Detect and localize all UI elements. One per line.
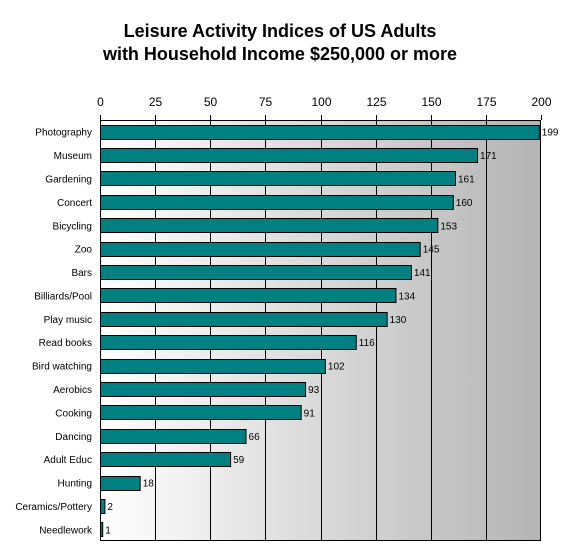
- category-label-cooking: Cooking: [55, 408, 92, 419]
- value-label-photography: 199: [542, 128, 559, 139]
- bar-aerobics: [100, 382, 307, 397]
- bar-zoo: [100, 242, 421, 257]
- value-label-bird-watching: 102: [328, 362, 345, 373]
- bar-dancing: [100, 429, 247, 444]
- category-label-concert: Concert: [57, 198, 92, 209]
- x-tick-label-175: 175: [476, 95, 496, 109]
- plot-area: [100, 120, 541, 541]
- chart-title-line-2: with Household Income $250,000 or more: [102, 44, 457, 64]
- value-label-adult-educ: 59: [233, 455, 245, 466]
- category-labels: Photography Museum Gardening Concert Bicycli…: [15, 128, 93, 537]
- category-label-gardening: Gardening: [45, 174, 92, 185]
- value-label-museum: 171: [480, 151, 497, 162]
- value-label-hunting: 18: [143, 479, 155, 490]
- category-label-bars: Bars: [71, 268, 92, 279]
- value-label-gardening: 161: [458, 174, 475, 185]
- value-label-needlework: 1: [105, 525, 111, 536]
- bar-cooking: [100, 405, 302, 420]
- plot-border: [100, 120, 541, 541]
- x-tick-label-25: 25: [149, 95, 163, 109]
- x-tick-label-50: 50: [204, 95, 218, 109]
- value-label-bicycling: 153: [440, 221, 457, 232]
- category-label-photography: Photography: [35, 128, 92, 139]
- bar-concert: [100, 195, 454, 210]
- bar-billiards-pool: [100, 288, 397, 303]
- x-tick-label-0: 0: [97, 95, 104, 109]
- value-label-cooking: 91: [304, 408, 316, 419]
- gridlines: [155, 120, 487, 541]
- value-label-dancing: 66: [249, 432, 261, 443]
- category-label-bird-watching: Bird watching: [32, 362, 92, 373]
- category-label-read-books: Read books: [39, 338, 92, 349]
- category-label-bicycling: Bicycling: [53, 221, 92, 232]
- x-tick-label-75: 75: [259, 95, 273, 109]
- x-tick-label-200: 200: [531, 95, 551, 109]
- category-label-play-music: Play music: [44, 315, 92, 326]
- bar-gardening: [100, 171, 457, 186]
- x-tick-label-125: 125: [366, 95, 386, 109]
- category-label-ceramics-pottery: Ceramics/Pottery: [15, 502, 92, 513]
- x-axis-ticks: 0 25 50 75 100 125 150 175 200: [97, 95, 552, 120]
- bar-hunting: [100, 476, 141, 491]
- category-label-zoo: Zoo: [75, 245, 93, 256]
- value-label-billiards-pool: 134: [398, 291, 415, 302]
- value-label-concert: 160: [456, 198, 473, 209]
- value-label-aerobics: 93: [308, 385, 320, 396]
- bar-photography: [100, 125, 540, 140]
- value-label-play-music: 130: [390, 315, 407, 326]
- category-label-adult-educ: Adult Educ: [44, 455, 92, 466]
- bar-read-books: [100, 335, 357, 350]
- bar-ceramics-pottery: [100, 499, 106, 514]
- bar-bars: [100, 265, 412, 280]
- category-label-aerobics: Aerobics: [53, 385, 92, 396]
- category-label-museum: Museum: [54, 151, 92, 162]
- chart-title-line-1: Leisure Activity Indices of US Adults: [124, 21, 437, 41]
- category-label-dancing: Dancing: [55, 432, 92, 443]
- value-labels: 199 171 161 160 153 145 141 134 130 116 102 93 91 66 5…: [105, 128, 559, 537]
- value-label-read-books: 116: [359, 338, 375, 349]
- category-label-billiards-pool: Billiards/Pool: [34, 291, 92, 302]
- x-tick-label-150: 150: [421, 95, 441, 109]
- bar-museum: [100, 148, 479, 163]
- bar-adult-educ: [100, 452, 232, 467]
- bar-play-music: [100, 312, 388, 327]
- category-label-hunting: Hunting: [58, 479, 92, 490]
- x-tick-label-100: 100: [311, 95, 331, 109]
- value-label-bars: 141: [414, 268, 431, 279]
- bar-bird-watching: [100, 359, 326, 374]
- value-label-ceramics-pottery: 2: [107, 502, 113, 513]
- value-label-zoo: 145: [423, 245, 440, 256]
- category-label-needlework: Needlework: [39, 525, 93, 536]
- bar-bicycling: [100, 218, 439, 233]
